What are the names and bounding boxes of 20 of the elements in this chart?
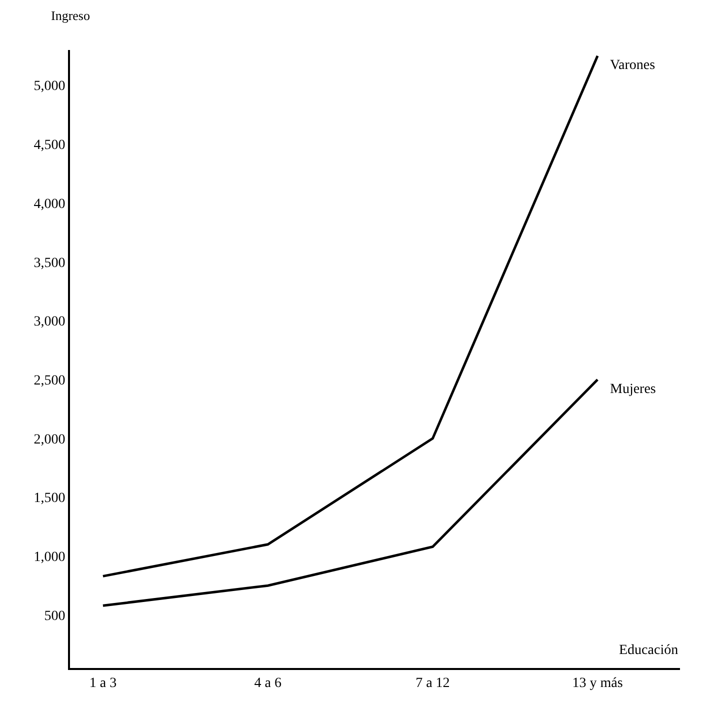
y-axis-title: Ingreso bbox=[51, 8, 90, 23]
x-tick-label: 1 a 3 bbox=[89, 676, 117, 691]
line-series bbox=[102, 378, 599, 607]
y-tick-label: 2,500 bbox=[34, 374, 66, 388]
y-tick-label: 1,000 bbox=[34, 550, 66, 566]
x-axis-title: Educación bbox=[619, 643, 678, 658]
y-tick-label: 5,000 bbox=[34, 79, 66, 94]
x-tick-label: 7 a 12 bbox=[416, 676, 450, 691]
x-tick-label: 4 a 6 bbox=[254, 676, 282, 691]
series-label: Varones bbox=[610, 58, 656, 73]
y-tick-label: 4,000 bbox=[34, 196, 66, 212]
y-tick-label: 2,000 bbox=[34, 432, 66, 448]
y-tick-label: 3,000 bbox=[34, 314, 66, 330]
line-series bbox=[102, 54, 599, 578]
y-tick-label: 3,500 bbox=[34, 256, 66, 271]
y-tick-label: 4,500 bbox=[34, 138, 66, 154]
y-tick-label: 500 bbox=[44, 608, 66, 624]
x-tick-label: 13 y más bbox=[572, 676, 623, 691]
series-label: Mujeres bbox=[610, 382, 656, 397]
y-tick-label: 1,500 bbox=[34, 491, 66, 506]
